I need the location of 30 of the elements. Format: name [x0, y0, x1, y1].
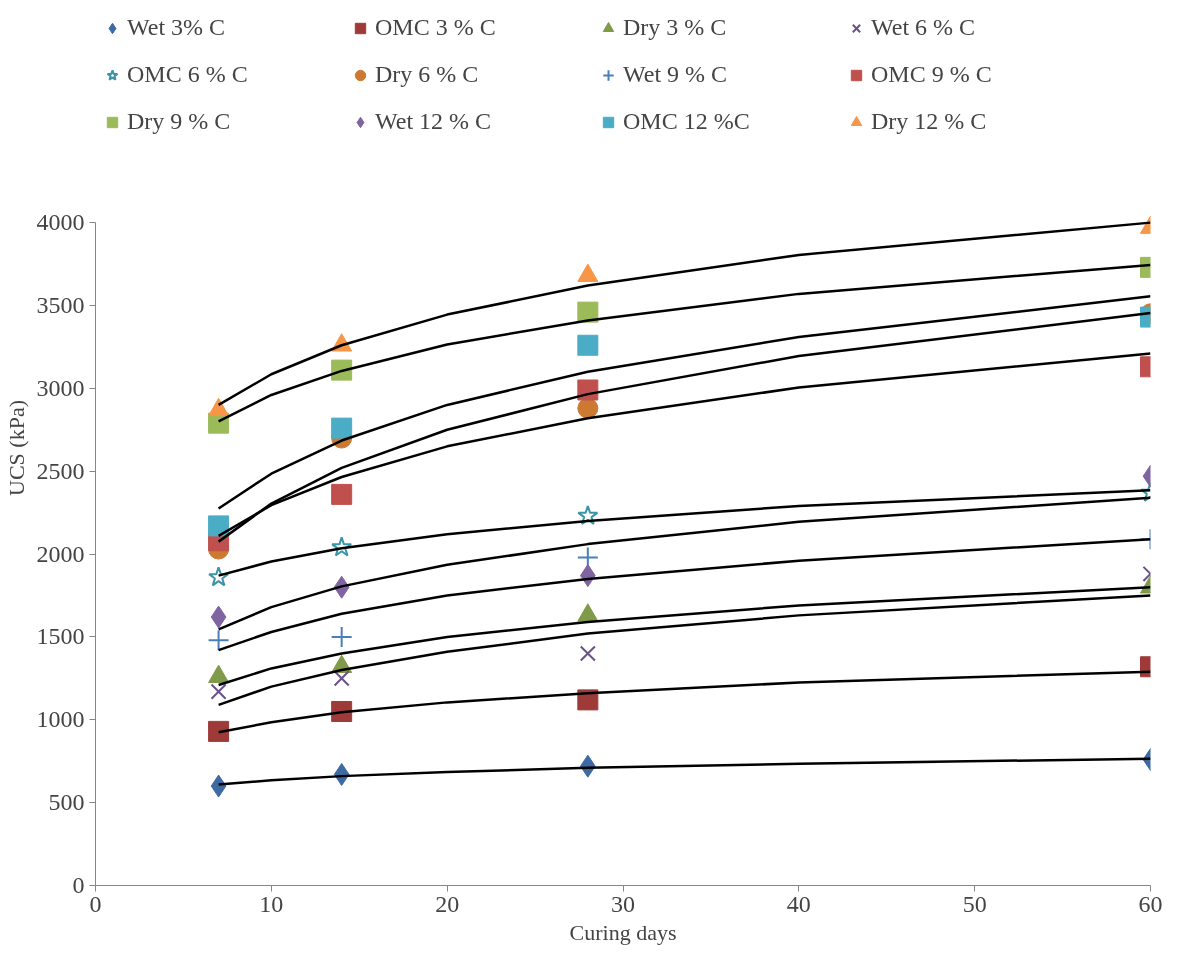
- legend-label: Wet 3% C: [127, 14, 227, 41]
- x-tick-label: 30: [611, 890, 635, 917]
- x-tick-label: 10: [259, 890, 284, 917]
- legend-label: Dry 9 % C: [127, 108, 232, 135]
- y-tick-label: 3500: [36, 291, 85, 318]
- y-tick-label: 500: [48, 789, 85, 816]
- x-tick-label: 20: [435, 890, 460, 917]
- x-tick-label: 60: [1138, 890, 1163, 917]
- x-tick-label: 0: [89, 890, 102, 917]
- y-tick-label: 2500: [36, 457, 85, 484]
- legend-label: OMC 6 % C: [127, 61, 249, 88]
- legend-label: Wet 6 % C: [871, 14, 977, 41]
- y-axis-title: UCS (kPa): [3, 400, 29, 496]
- y-tick-label: 0: [72, 872, 85, 898]
- y-tick-label: 1000: [36, 706, 85, 733]
- legend-label: Wet 9 % C: [623, 61, 729, 88]
- y-tick-label: 4000: [36, 209, 85, 236]
- legend-label: OMC 3 % C: [375, 14, 497, 41]
- y-tick-label: 3000: [36, 374, 85, 401]
- x-axis-title: Curing days: [569, 919, 677, 945]
- x-tick-label: 40: [786, 890, 811, 917]
- legend-label: Dry 12 % C: [871, 108, 988, 135]
- legend-label: OMC 12 %C: [623, 108, 751, 135]
- legend-label: Wet 12 % C: [375, 108, 493, 135]
- legend-label: OMC 9 % C: [871, 61, 993, 88]
- x-tick-label: 50: [962, 890, 987, 917]
- y-tick-label: 2000: [36, 540, 85, 567]
- y-tick-label: 1500: [36, 623, 85, 650]
- legend-label: Dry 6 % C: [375, 61, 480, 88]
- legend-label: Dry 3 % C: [623, 14, 728, 41]
